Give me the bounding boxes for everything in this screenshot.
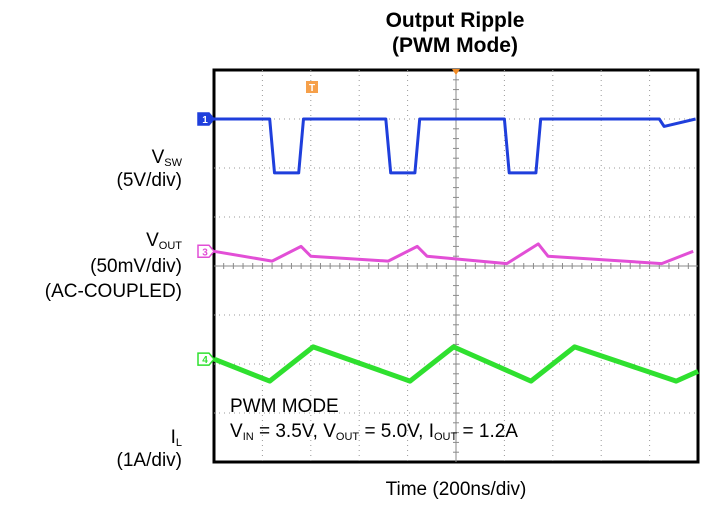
channel-3-marker-label: 3 bbox=[202, 247, 208, 258]
annotation-mode: PWM MODE bbox=[230, 396, 339, 417]
vout-coupling-note: (AC-COUPLED) bbox=[44, 281, 182, 302]
chart-title-line2: (PWM Mode) bbox=[392, 34, 518, 57]
vout-scale: (50mV/div) bbox=[90, 256, 182, 277]
trigger-position-marker bbox=[452, 69, 460, 75]
vsw-scale: (5V/div) bbox=[116, 170, 182, 191]
trigger-marker-label: T bbox=[309, 83, 315, 94]
vout-trace bbox=[213, 242, 694, 266]
trigger-marker-box bbox=[306, 81, 318, 93]
x-axis-label: Time (200ns/div) bbox=[385, 479, 527, 500]
il-scale: (1A/div) bbox=[116, 450, 182, 471]
channel-3-marker bbox=[197, 244, 215, 259]
il-trace bbox=[213, 344, 700, 384]
channel-1-marker bbox=[197, 112, 215, 126]
vsw-label: VSW bbox=[151, 147, 182, 169]
vout-label: VOUT bbox=[146, 230, 182, 252]
channel-4-marker-label: 4 bbox=[202, 355, 208, 366]
vsw-trace bbox=[214, 117, 696, 175]
chart-title-line1: Output Ripple bbox=[385, 9, 525, 32]
annotation-conditions: VIN = 3.5V, VOUT = 5.0V, IOUT = 1.2A bbox=[230, 421, 518, 443]
channel-4-marker bbox=[197, 352, 215, 366]
channel-1-marker-label: 1 bbox=[202, 115, 208, 126]
il-label: IL bbox=[170, 427, 182, 449]
